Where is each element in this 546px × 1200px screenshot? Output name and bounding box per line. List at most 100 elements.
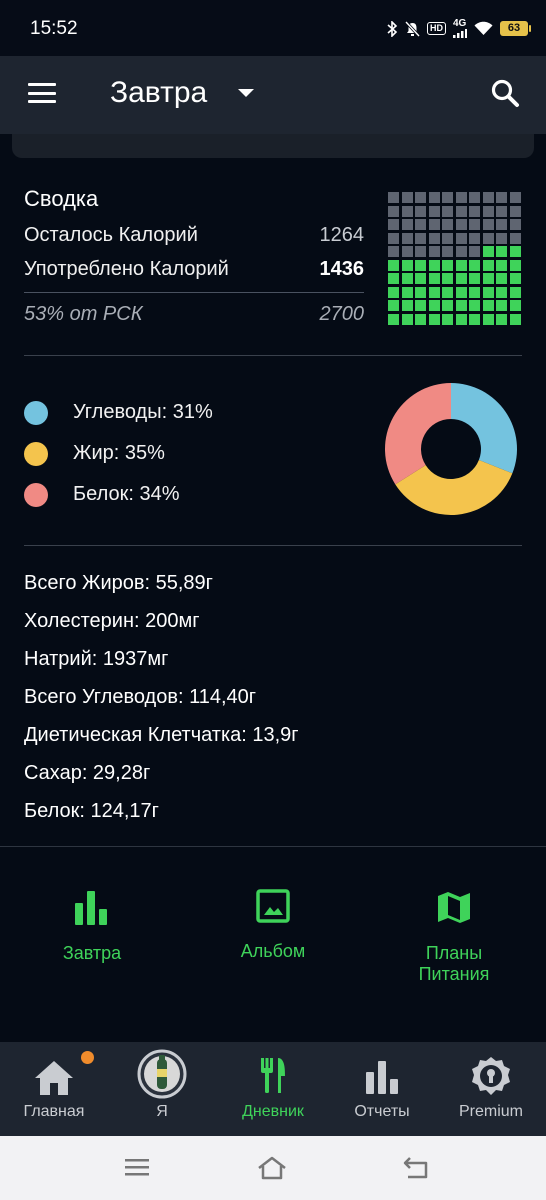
waffle-cell — [401, 259, 413, 271]
home-system-icon[interactable] — [256, 1156, 288, 1185]
waffle-cell — [388, 219, 399, 230]
wifi-icon — [474, 21, 493, 36]
fork-knife-icon — [259, 1056, 287, 1099]
waffle-cell — [455, 286, 467, 298]
waffle-cell — [455, 246, 467, 257]
macro-donut-chart — [385, 383, 517, 515]
dropdown-caret-icon[interactable] — [238, 89, 254, 97]
nav-me-label: Я — [156, 1103, 168, 1120]
waffle-cell — [496, 246, 507, 257]
waffle-cell — [442, 232, 453, 244]
waffle-cell — [469, 300, 480, 311]
waffle-cell — [509, 259, 521, 271]
date-selector-title[interactable]: Завтра — [110, 76, 208, 109]
waffle-cell — [401, 246, 413, 257]
nav-premium[interactable]: Premium — [436, 1042, 546, 1136]
section-divider — [24, 355, 522, 356]
nav-diary-label: Дневник — [242, 1103, 304, 1120]
nav-home-label: Главная — [23, 1103, 85, 1120]
fat-dot-icon — [24, 441, 48, 466]
waffle-cell — [442, 300, 453, 311]
waffle-cell — [509, 286, 521, 298]
nav-premium-label: Premium — [458, 1103, 523, 1120]
waffle-cell — [442, 313, 453, 325]
waffle-cell — [455, 192, 467, 203]
waffle-cell — [442, 219, 453, 230]
app-bar: Завтра — [0, 56, 546, 134]
waffle-cell — [455, 259, 467, 271]
menu-icon[interactable] — [28, 83, 56, 103]
waffle-cell — [428, 246, 440, 257]
waffle-cell — [442, 205, 453, 217]
waffle-cell — [482, 246, 494, 257]
nav-me[interactable]: Я — [108, 1042, 216, 1136]
waffle-cell — [469, 273, 480, 284]
waffle-cell — [509, 300, 521, 311]
waffle-cell — [496, 219, 507, 230]
nav-reports[interactable]: Отчеты — [328, 1042, 436, 1136]
calories-remaining-value: 1264 — [319, 224, 365, 246]
waffle-cell — [415, 219, 426, 230]
waffle-cell — [455, 219, 467, 230]
search-icon[interactable] — [490, 78, 520, 113]
waffle-cell — [401, 273, 413, 284]
mute-icon — [405, 20, 420, 37]
avatar — [137, 1049, 187, 1104]
protein-dot-icon — [24, 482, 48, 507]
battery-indicator: 63 — [500, 21, 531, 36]
back-icon[interactable] — [402, 1156, 430, 1185]
waffle-cell — [482, 232, 494, 244]
meal-plans-button[interactable]: Планы Питания — [374, 889, 534, 985]
donut-slice-1 — [395, 460, 513, 515]
stats-button[interactable]: Завтра — [12, 889, 172, 964]
waffle-cell — [496, 313, 507, 325]
nutrient-fiber: Диетическая Клетчатка: 13,9г — [24, 724, 299, 746]
waffle-cell — [482, 219, 494, 230]
waffle-cell — [401, 192, 413, 203]
waffle-cell — [482, 192, 494, 203]
nutrient-cholesterol: Холестерин: 200мг — [24, 610, 200, 632]
waffle-cell — [442, 192, 453, 203]
waffle-cell — [469, 219, 480, 230]
calories-remaining-label: Осталось Калорий — [24, 224, 198, 246]
calorie-summary: Сводка Осталось Калорий 1264 Употреблено… — [24, 186, 364, 331]
recent-apps-icon[interactable] — [124, 1156, 150, 1183]
calorie-waffle-chart — [388, 192, 524, 328]
waffle-cell — [428, 313, 440, 325]
waffle-cell — [455, 273, 467, 284]
macro-legend: Углеводы: 31% Жир: 35% Белок: 34% — [24, 392, 213, 515]
system-navigation-bar — [0, 1136, 546, 1200]
carbs-label: Углеводы: 31% — [73, 401, 213, 423]
waffle-cell — [482, 259, 494, 271]
waffle-cell — [482, 313, 494, 325]
status-bar: 15:52 HD 4G 63 — [0, 0, 546, 56]
waffle-cell — [428, 192, 440, 203]
waffle-cell — [401, 313, 413, 325]
album-button[interactable]: Альбом — [193, 889, 353, 962]
waffle-cell — [388, 300, 399, 311]
waffle-cell — [469, 286, 480, 298]
nav-home[interactable]: Главная — [0, 1042, 108, 1136]
waffle-cell — [442, 286, 453, 298]
bluetooth-icon — [387, 20, 398, 37]
waffle-cell — [428, 300, 440, 311]
nutrient-total-carbs: Всего Углеводов: 114,40г — [24, 686, 257, 708]
waffle-cell — [388, 286, 399, 298]
waffle-cell — [388, 246, 399, 257]
notification-dot — [81, 1051, 94, 1064]
waffle-cell — [428, 232, 440, 244]
waffle-cell — [496, 232, 507, 244]
waffle-cell — [469, 205, 480, 217]
stats-button-label: Завтра — [62, 943, 122, 963]
waffle-cell — [482, 286, 494, 298]
waffle-cell — [388, 232, 399, 244]
map-icon — [438, 892, 470, 923]
nutrient-sugar: Сахар: 29,28г — [24, 762, 151, 784]
bar-chart-icon — [75, 891, 107, 925]
nav-diary[interactable]: Дневник — [218, 1042, 328, 1136]
nutrient-protein: Белок: 124,17г — [24, 800, 159, 822]
waffle-cell — [469, 232, 480, 244]
waffle-cell — [401, 205, 413, 217]
waffle-cell — [469, 313, 480, 325]
waffle-cell — [509, 219, 521, 230]
